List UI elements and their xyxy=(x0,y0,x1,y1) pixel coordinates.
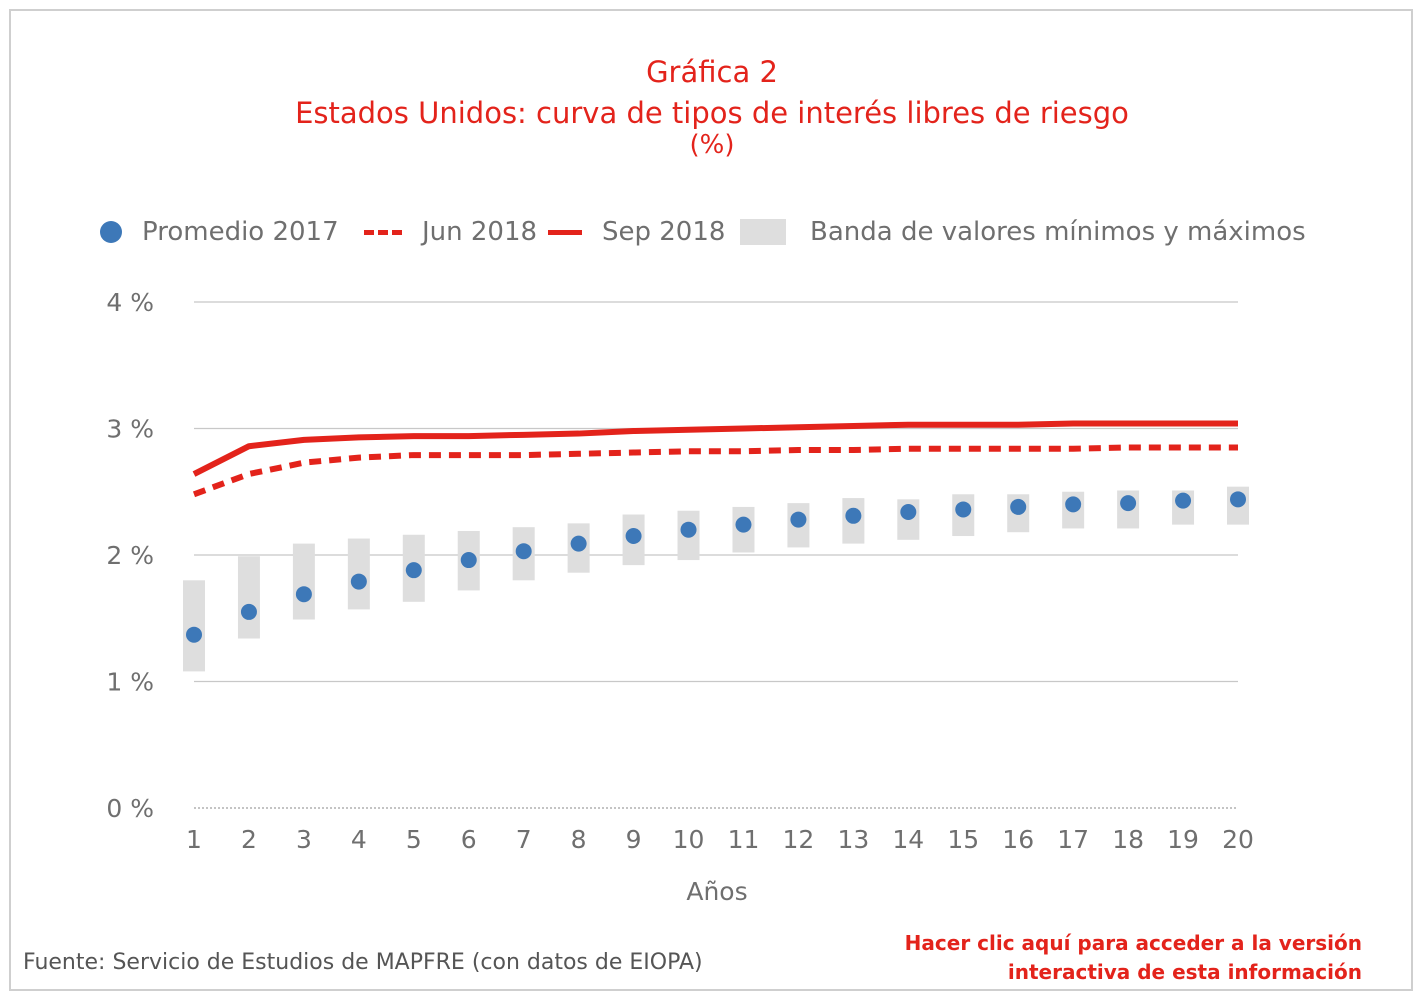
range-band-bar xyxy=(237,556,260,639)
data-point-promedio-2017 xyxy=(350,573,367,590)
range-band-bar xyxy=(292,543,315,620)
legend-label-jun: Jun 2018 xyxy=(422,217,538,247)
y-tick-label: 2 % xyxy=(106,541,154,570)
x-tick-label: 5 xyxy=(406,825,422,854)
x-tick-label: 20 xyxy=(1222,825,1254,854)
data-point-promedio-2017 xyxy=(1010,498,1027,515)
x-tick-label: 7 xyxy=(516,825,532,854)
chart-title: Estados Unidos: curva de tipos de interé… xyxy=(295,96,1129,130)
x-tick-label: 16 xyxy=(1002,825,1034,854)
y-tick-label: 1 % xyxy=(106,668,154,697)
legend-promedio: Promedio 2017 xyxy=(100,212,339,252)
interactive-version-link[interactable]: Hacer clic aquí para acceder a la versió… xyxy=(905,929,1362,987)
data-point-promedio-2017 xyxy=(240,603,257,620)
y-tick-label: 0 % xyxy=(106,794,154,823)
data-point-promedio-2017 xyxy=(1230,491,1246,508)
x-axis-title: Años xyxy=(686,877,748,906)
x-tick-label: 12 xyxy=(783,825,815,854)
x-tick-label: 6 xyxy=(461,825,477,854)
legend-band: Banda de valores mínimos y máximos xyxy=(740,212,1306,252)
legend-jun: Jun 2018 xyxy=(364,212,537,252)
x-tick-label: 9 xyxy=(626,825,642,854)
x-tick-label: 11 xyxy=(728,825,760,854)
data-point-promedio-2017 xyxy=(1120,495,1137,512)
x-tick-label: 1 xyxy=(186,825,202,854)
x-tick-label: 19 xyxy=(1167,825,1199,854)
x-tick-label: 4 xyxy=(351,825,367,854)
x-tick-label: 3 xyxy=(296,825,312,854)
x-tick-label: 15 xyxy=(947,825,979,854)
data-point-promedio-2017 xyxy=(955,501,972,518)
data-point-promedio-2017 xyxy=(790,511,807,528)
data-point-promedio-2017 xyxy=(900,503,917,520)
data-point-promedio-2017 xyxy=(1175,492,1192,509)
data-point-promedio-2017 xyxy=(405,562,422,579)
x-tick-label: 2 xyxy=(241,825,257,854)
link-line-1: Hacer clic aquí para acceder a la versió… xyxy=(904,931,1362,955)
data-point-promedio-2017 xyxy=(845,507,862,524)
data-point-promedio-2017 xyxy=(735,516,752,533)
data-point-promedio-2017 xyxy=(680,521,697,538)
data-point-promedio-2017 xyxy=(295,586,312,603)
chart-frame xyxy=(9,9,1413,991)
legend-sep: Sep 2018 xyxy=(548,212,725,252)
x-tick-label: 10 xyxy=(673,825,705,854)
data-point-promedio-2017 xyxy=(186,626,202,643)
x-tick-label: 8 xyxy=(571,825,587,854)
x-tick-label: 18 xyxy=(1112,825,1144,854)
source-note: Fuente: Servicio de Estudios de MAPFRE (… xyxy=(23,950,703,975)
legend-label-sep: Sep 2018 xyxy=(602,217,726,247)
chart-unit: (%) xyxy=(689,130,735,160)
series-line-sep-2018 xyxy=(192,420,1238,477)
legend-label-promedio: Promedio 2017 xyxy=(142,217,339,247)
link-line-2: interactiva de esta información xyxy=(1007,960,1362,984)
legend-dashed-line-icon xyxy=(364,229,402,235)
data-point-promedio-2017 xyxy=(460,552,477,569)
legend-band-icon xyxy=(740,219,786,245)
y-tick-label: 4 % xyxy=(106,288,154,317)
series-line-jun-2018 xyxy=(192,444,1238,498)
data-point-promedio-2017 xyxy=(515,543,532,560)
data-point-promedio-2017 xyxy=(1065,496,1082,513)
y-tick-label: 3 % xyxy=(106,415,154,444)
legend-label-band: Banda de valores mínimos y máximos xyxy=(810,217,1306,247)
data-point-promedio-2017 xyxy=(570,535,587,552)
legend-solid-line-icon xyxy=(548,229,582,235)
chart-number: Gráfica 2 xyxy=(646,55,778,89)
x-tick-label: 14 xyxy=(892,825,924,854)
range-band-bar xyxy=(183,580,205,672)
data-point-promedio-2017 xyxy=(625,528,642,545)
x-tick-label: 17 xyxy=(1057,825,1089,854)
legend-dot-icon xyxy=(100,221,122,243)
x-tick-label: 13 xyxy=(837,825,869,854)
